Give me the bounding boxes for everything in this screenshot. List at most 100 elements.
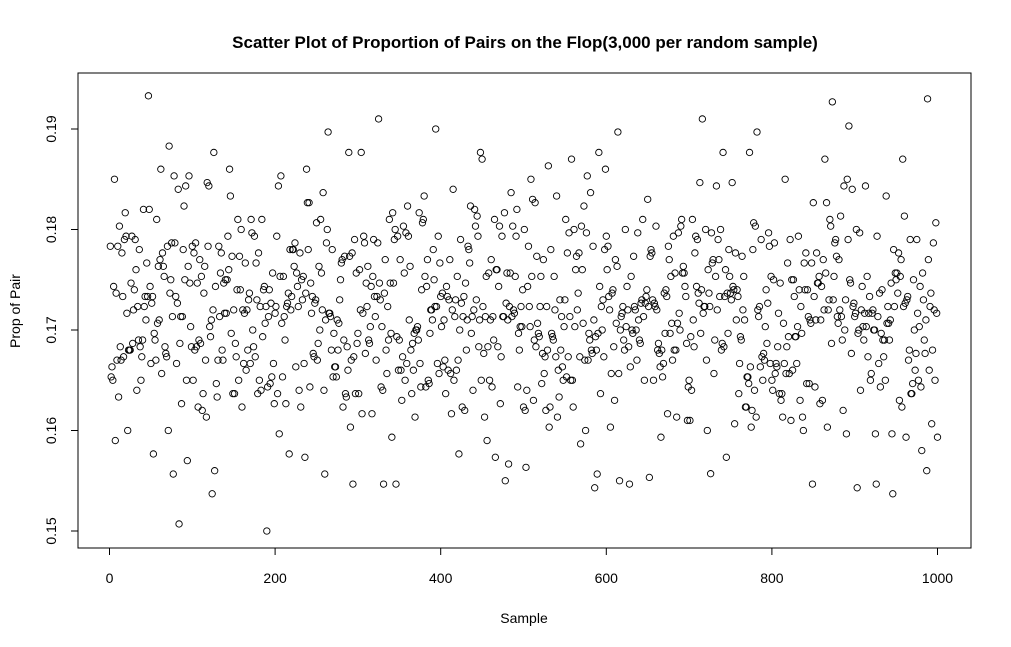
data-point bbox=[217, 249, 225, 257]
data-point bbox=[640, 376, 649, 384]
data-point bbox=[595, 148, 603, 157]
data-point bbox=[452, 366, 461, 374]
data-point bbox=[691, 249, 699, 257]
data-point bbox=[126, 346, 134, 354]
data-point bbox=[200, 289, 208, 297]
data-point bbox=[762, 286, 770, 294]
data-point bbox=[396, 255, 404, 264]
data-point bbox=[439, 363, 447, 371]
data-point bbox=[571, 322, 579, 331]
data-point bbox=[590, 316, 598, 324]
data-point bbox=[141, 292, 149, 301]
data-point bbox=[461, 279, 470, 287]
data-point bbox=[776, 279, 784, 287]
data-point bbox=[139, 205, 148, 214]
data-point bbox=[552, 192, 561, 200]
data-point bbox=[909, 379, 917, 388]
data-point bbox=[862, 322, 870, 331]
data-point bbox=[350, 353, 358, 361]
data-point bbox=[525, 302, 533, 311]
data-point bbox=[340, 336, 348, 344]
data-point bbox=[779, 319, 788, 327]
data-point bbox=[282, 400, 290, 408]
data-point bbox=[745, 148, 754, 157]
data-point bbox=[460, 292, 468, 301]
data-point bbox=[239, 359, 248, 368]
data-point bbox=[355, 266, 364, 274]
data-point bbox=[548, 333, 557, 341]
data-point bbox=[456, 235, 465, 244]
data-point bbox=[736, 333, 745, 341]
data-point bbox=[306, 383, 314, 391]
data-point bbox=[268, 373, 276, 381]
data-point bbox=[730, 286, 738, 294]
data-point bbox=[749, 245, 757, 254]
data-point bbox=[357, 148, 365, 157]
data-point bbox=[267, 299, 275, 307]
data-point bbox=[340, 252, 349, 260]
data-point bbox=[327, 346, 336, 354]
data-point bbox=[293, 282, 302, 291]
data-point bbox=[895, 396, 904, 404]
data-point bbox=[475, 343, 483, 351]
data-point bbox=[730, 420, 739, 428]
data-point bbox=[637, 299, 645, 307]
data-point bbox=[651, 302, 659, 311]
data-point bbox=[225, 165, 234, 173]
data-point bbox=[875, 359, 883, 368]
data-point bbox=[807, 259, 816, 267]
data-point bbox=[143, 259, 151, 267]
data-point bbox=[423, 255, 432, 264]
data-point bbox=[172, 292, 180, 301]
data-point bbox=[704, 266, 712, 274]
data-point bbox=[185, 172, 193, 180]
data-point bbox=[461, 406, 469, 415]
data-point bbox=[849, 302, 857, 311]
data-point bbox=[921, 349, 929, 358]
data-point bbox=[110, 175, 119, 183]
data-point bbox=[218, 346, 226, 354]
data-point bbox=[336, 276, 345, 284]
data-point bbox=[770, 239, 779, 247]
data-point bbox=[586, 336, 594, 344]
data-point bbox=[459, 312, 467, 321]
data-point bbox=[147, 359, 155, 368]
data-point bbox=[850, 299, 858, 307]
data-point bbox=[199, 389, 207, 398]
data-point bbox=[281, 336, 289, 344]
data-point bbox=[928, 420, 936, 428]
data-point bbox=[156, 255, 164, 264]
data-point bbox=[888, 430, 896, 438]
y-tick-label: 0.17 bbox=[43, 316, 59, 343]
data-point bbox=[573, 306, 581, 314]
data-point bbox=[366, 322, 374, 331]
data-point bbox=[280, 312, 288, 321]
data-point bbox=[301, 453, 309, 461]
data-point bbox=[380, 289, 389, 297]
data-point bbox=[372, 356, 380, 364]
data-point bbox=[560, 322, 568, 331]
data-point bbox=[319, 188, 327, 197]
data-point bbox=[266, 379, 274, 388]
data-point bbox=[480, 413, 489, 421]
data-point bbox=[707, 229, 716, 237]
data-point bbox=[123, 309, 131, 317]
data-point bbox=[864, 353, 872, 361]
data-point bbox=[901, 299, 909, 307]
data-point bbox=[846, 276, 854, 284]
data-point bbox=[258, 215, 266, 224]
data-point bbox=[468, 312, 476, 321]
data-point bbox=[206, 333, 215, 341]
data-point bbox=[119, 292, 127, 301]
data-point bbox=[485, 269, 493, 277]
data-point bbox=[683, 416, 692, 425]
data-point bbox=[909, 276, 918, 284]
data-point bbox=[161, 343, 169, 351]
data-point bbox=[672, 346, 680, 354]
data-point bbox=[549, 336, 557, 344]
data-point bbox=[451, 312, 459, 321]
data-point bbox=[865, 292, 874, 301]
data-point bbox=[158, 369, 166, 378]
data-point bbox=[336, 296, 344, 304]
